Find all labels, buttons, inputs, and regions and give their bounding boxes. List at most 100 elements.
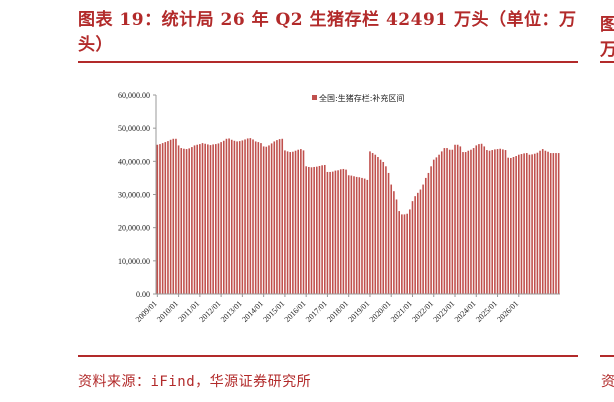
- bar: [414, 196, 416, 294]
- bar: [217, 143, 220, 294]
- next-figure-divider: [600, 61, 614, 63]
- x-tick-label: 2017/01: [304, 299, 329, 324]
- bar: [467, 150, 470, 294]
- bar: [302, 150, 305, 294]
- bar: [435, 157, 438, 294]
- bar: [377, 157, 379, 294]
- bar: [212, 144, 214, 294]
- bar: [385, 166, 387, 294]
- bar: [464, 152, 467, 294]
- bar: [268, 145, 270, 294]
- bar: [321, 165, 323, 294]
- source-note: 资料来源：iFind，华源证券研究所: [78, 374, 312, 390]
- bar: [244, 139, 246, 294]
- bar: [257, 142, 260, 294]
- bar: [222, 140, 225, 294]
- bar: [366, 179, 369, 294]
- next-figure-title-fragment-2: 万: [600, 40, 614, 60]
- bar: [531, 154, 533, 294]
- x-tick-label: 2026/01: [495, 299, 520, 324]
- bar: [300, 149, 302, 294]
- bar: [193, 145, 196, 294]
- bar: [417, 192, 419, 294]
- bar: [273, 141, 276, 294]
- bar: [310, 167, 313, 294]
- x-tick-label: 2022/01: [410, 299, 435, 324]
- bar: [215, 144, 217, 294]
- bar: [289, 152, 292, 294]
- bar: [401, 214, 403, 294]
- y-tick-label: 0.00: [136, 290, 150, 299]
- bar: [161, 143, 164, 294]
- bar: [183, 148, 185, 294]
- bar: [252, 139, 254, 294]
- bar: [326, 171, 329, 294]
- bar: [507, 157, 509, 294]
- bar: [486, 150, 488, 294]
- bar: [355, 176, 358, 294]
- bar: [191, 147, 193, 294]
- bar: [228, 138, 230, 294]
- y-tick-label: 40,000.00: [118, 157, 150, 166]
- bar: [164, 142, 167, 294]
- bar: [254, 141, 257, 294]
- bar: [329, 171, 331, 294]
- legend-swatch: [312, 95, 317, 100]
- bar: [422, 184, 424, 294]
- x-tick-label: 2009/01: [134, 299, 159, 324]
- bar: [459, 146, 462, 294]
- bar: [177, 145, 180, 294]
- bar: [555, 153, 557, 294]
- legend-label: 全国:生猪存栏:补充区间: [319, 93, 404, 103]
- bar: [523, 153, 525, 294]
- bar: [207, 144, 209, 294]
- bar: [475, 145, 478, 294]
- bar: [369, 151, 371, 294]
- bar: [180, 148, 183, 294]
- x-tick-label: 2013/01: [219, 299, 244, 324]
- x-tick-label: 2012/01: [198, 299, 223, 324]
- y-tick-label: 50,000.00: [118, 124, 150, 133]
- bar: [499, 148, 501, 294]
- bar: [549, 153, 552, 294]
- bar: [204, 143, 206, 294]
- bar: [393, 191, 395, 294]
- bar: [313, 166, 315, 294]
- bar: [488, 150, 491, 294]
- bar: [230, 139, 233, 294]
- bar: [533, 153, 536, 294]
- bar: [448, 149, 451, 294]
- bar: [504, 150, 507, 294]
- bar: [167, 141, 169, 294]
- bar: [342, 168, 345, 294]
- x-tick-label: 2021/01: [389, 299, 414, 324]
- y-tick-label: 10,000.00: [118, 257, 150, 266]
- bar: [201, 143, 204, 294]
- x-tick-label: 2024/01: [453, 299, 478, 324]
- bar: [233, 140, 236, 294]
- next-source-divider: [600, 355, 614, 357]
- bar: [196, 144, 198, 294]
- bar: [238, 141, 241, 294]
- bar: [334, 170, 337, 294]
- bar: [520, 154, 523, 294]
- bar: [395, 199, 398, 294]
- bar: [270, 143, 273, 294]
- bar: [472, 148, 475, 294]
- bar: [265, 146, 268, 294]
- title-divider: [78, 61, 578, 63]
- bar: [278, 139, 281, 294]
- bar: [339, 169, 342, 294]
- bar: [424, 177, 427, 294]
- bar: [512, 157, 515, 294]
- bar: [510, 158, 512, 294]
- x-axis: 2009/012010/012011/012012/012013/012014/…: [134, 293, 560, 324]
- bar: [169, 139, 172, 294]
- bar: [528, 154, 531, 294]
- bar: [443, 148, 446, 294]
- bar: [350, 175, 353, 294]
- bar: [502, 149, 504, 294]
- bar: [292, 151, 294, 294]
- x-tick-label: 2015/01: [261, 299, 286, 324]
- bar: [483, 146, 486, 294]
